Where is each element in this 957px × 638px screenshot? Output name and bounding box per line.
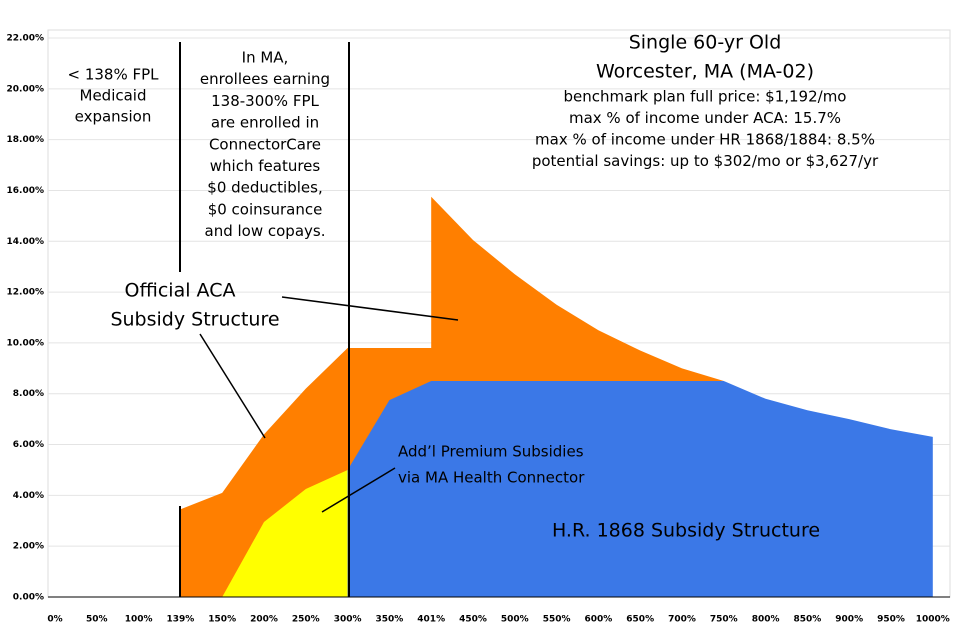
legend-label: via MA Health Connector [398, 469, 585, 487]
x-tick-label: 0% [47, 615, 62, 625]
y-tick-label: 6.00% [13, 440, 44, 450]
x-tick-label: 250% [292, 615, 320, 625]
x-tick-label: 900% [835, 615, 863, 625]
area [222, 469, 348, 597]
y-tick-label: 20.00% [7, 84, 45, 94]
annotation: ConnectorCare [209, 135, 321, 153]
y-tick-label: 18.00% [7, 135, 45, 145]
x-tick-label: 650% [626, 615, 654, 625]
y-tick-label: 8.00% [13, 389, 44, 399]
x-tick-label: 300% [334, 615, 362, 625]
y-tick-label: 4.00% [13, 491, 44, 501]
annotation: enrollees earning [200, 70, 330, 88]
x-tick-label: 800% [752, 615, 780, 625]
legend-label: Add’l Premium Subsidies [398, 443, 584, 461]
x-tick-label: 850% [793, 615, 821, 625]
annotation: < 138% FPL [67, 66, 159, 84]
annotation: which features [210, 157, 321, 175]
legend-label: Subsidy Structure [110, 309, 279, 331]
x-tick-label: 700% [668, 615, 696, 625]
annotation: $0 coinsurance [208, 200, 323, 218]
annotation: are enrolled in [211, 114, 319, 132]
x-tick-label: 100% [125, 615, 153, 625]
y-tick-label: 12.00% [7, 288, 45, 298]
y-tick-label: 0.00% [13, 593, 44, 603]
pointer-line [281, 296, 459, 321]
y-tick-label: 2.00% [13, 542, 44, 552]
area [347, 381, 933, 597]
pointer-line [199, 333, 266, 439]
x-tick-label: 401% [417, 615, 445, 625]
chart-subtitle: benchmark plan full price: $1,192/mo [564, 88, 847, 106]
x-tick-label: 200% [250, 615, 278, 625]
annotation: 138-300% FPL [211, 92, 319, 110]
annotation: $0 deductibles, [207, 179, 322, 197]
x-tick-label: 150% [208, 615, 236, 625]
y-tick-label: 16.00% [7, 186, 45, 196]
annotation: and low copays. [205, 222, 326, 240]
x-tick-label: 600% [584, 615, 612, 625]
y-tick-label: 10.00% [7, 338, 45, 348]
x-tick-label: 550% [543, 615, 571, 625]
x-tick-label: 500% [501, 615, 529, 625]
y-tick-label: 14.00% [7, 237, 45, 247]
x-tick-label: 139% [166, 615, 194, 625]
x-tick-label: 350% [375, 615, 403, 625]
x-tick-label: 1000% [916, 615, 950, 625]
x-tick-label: 450% [459, 615, 487, 625]
chart-subtitle: max % of income under ACA: 15.7% [569, 109, 841, 127]
chart-title: Single 60-yr Old [629, 32, 782, 54]
annotation: In MA, [242, 49, 289, 67]
x-tick-label: 750% [710, 615, 738, 625]
x-tick-label: 950% [877, 615, 905, 625]
annotation: expansion [75, 108, 152, 126]
chart-subtitle: potential savings: up to $302/mo or $3,6… [532, 152, 879, 170]
annotation: Medicaid [80, 87, 147, 105]
legend-label: Official ACA [125, 280, 236, 302]
chart-title: Worcester, MA (MA-02) [596, 61, 814, 83]
y-tick-label: 22.00% [7, 34, 45, 44]
pointer-line [321, 467, 396, 513]
chart-subtitle: max % of income under HR 1868/1884: 8.5% [535, 131, 875, 149]
x-tick-label: 50% [86, 615, 108, 625]
legend-label: H.R. 1868 Subsidy Structure [552, 520, 820, 542]
